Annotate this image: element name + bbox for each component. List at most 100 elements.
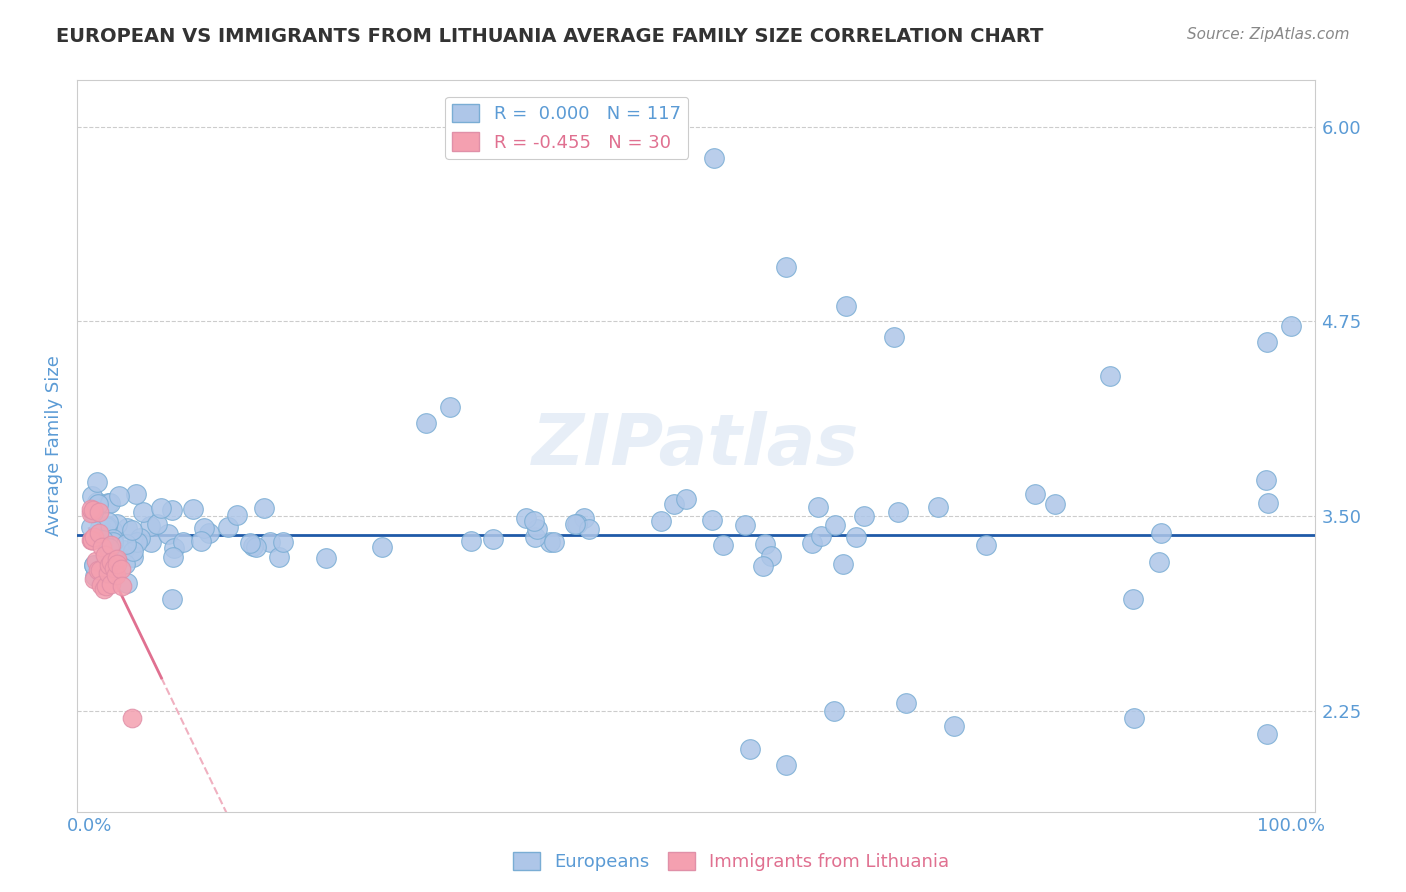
Point xyxy=(160,592,183,607)
Point xyxy=(112,542,135,557)
Point xyxy=(117,576,139,591)
Point xyxy=(89,505,111,519)
Point xyxy=(1257,496,1279,510)
Point xyxy=(226,508,249,522)
Point xyxy=(103,532,125,546)
Point xyxy=(100,559,122,574)
Point xyxy=(80,533,103,547)
Point xyxy=(927,500,949,515)
Point xyxy=(122,543,145,558)
Point xyxy=(101,535,124,549)
Point xyxy=(267,549,290,564)
Point xyxy=(90,578,112,592)
Point xyxy=(700,513,723,527)
Point xyxy=(96,520,118,534)
Point xyxy=(526,522,548,536)
Point xyxy=(886,505,908,519)
Text: Source: ZipAtlas.com: Source: ZipAtlas.com xyxy=(1187,27,1350,42)
Point xyxy=(97,496,120,510)
Point xyxy=(460,534,482,549)
Point xyxy=(100,555,122,569)
Point xyxy=(675,492,697,507)
Point xyxy=(89,562,111,576)
Point xyxy=(83,558,105,572)
Point xyxy=(98,496,121,510)
Point xyxy=(564,517,586,532)
Point xyxy=(801,535,824,549)
Point xyxy=(82,533,104,547)
Point xyxy=(160,503,183,517)
Point xyxy=(1279,319,1302,334)
Point xyxy=(107,489,129,503)
Point xyxy=(415,416,437,430)
Point xyxy=(1150,526,1173,541)
Point xyxy=(87,562,110,576)
Point xyxy=(114,558,136,572)
Point xyxy=(193,521,215,535)
Point xyxy=(80,519,103,533)
Point xyxy=(190,534,212,549)
Point xyxy=(162,550,184,565)
Point xyxy=(807,500,830,514)
Point xyxy=(482,532,505,546)
Point xyxy=(181,502,204,516)
Point xyxy=(79,502,101,516)
Point xyxy=(121,711,143,725)
Point xyxy=(823,704,845,718)
Point xyxy=(1256,727,1278,741)
Point xyxy=(896,696,918,710)
Point xyxy=(370,540,392,554)
Point xyxy=(138,519,160,533)
Point xyxy=(121,523,143,537)
Point xyxy=(110,561,132,575)
Point xyxy=(149,501,172,516)
Point xyxy=(105,546,128,560)
Point xyxy=(104,567,127,582)
Point xyxy=(754,537,776,551)
Point xyxy=(578,522,600,536)
Point xyxy=(538,535,561,549)
Point xyxy=(853,508,876,523)
Point xyxy=(253,501,276,516)
Point xyxy=(80,490,103,504)
Point xyxy=(87,526,110,541)
Point xyxy=(93,582,115,596)
Point xyxy=(82,503,104,517)
Point xyxy=(703,151,725,165)
Point xyxy=(824,517,846,532)
Point xyxy=(83,530,105,544)
Point xyxy=(122,549,145,564)
Point xyxy=(565,516,588,531)
Point xyxy=(125,535,148,549)
Point xyxy=(439,400,461,414)
Point xyxy=(84,568,107,582)
Point xyxy=(738,742,761,756)
Point xyxy=(1123,711,1146,725)
Point xyxy=(172,535,194,549)
Point xyxy=(1024,487,1046,501)
Point xyxy=(115,521,138,535)
Point xyxy=(1256,334,1278,349)
Point xyxy=(100,537,122,551)
Point xyxy=(734,518,756,533)
Y-axis label: Average Family Size: Average Family Size xyxy=(45,356,63,536)
Point xyxy=(87,497,110,511)
Point xyxy=(101,523,124,537)
Point xyxy=(522,515,544,529)
Point xyxy=(97,515,120,529)
Point xyxy=(98,558,121,572)
Point xyxy=(96,579,118,593)
Point xyxy=(94,527,117,541)
Point xyxy=(775,260,797,274)
Point xyxy=(943,719,966,733)
Point xyxy=(662,497,685,511)
Point xyxy=(1043,497,1066,511)
Point xyxy=(91,533,114,547)
Point xyxy=(976,538,998,552)
Point xyxy=(103,561,125,575)
Point xyxy=(1147,556,1170,570)
Point xyxy=(83,558,105,573)
Point xyxy=(217,520,239,534)
Point xyxy=(105,552,128,566)
Point xyxy=(832,557,855,571)
